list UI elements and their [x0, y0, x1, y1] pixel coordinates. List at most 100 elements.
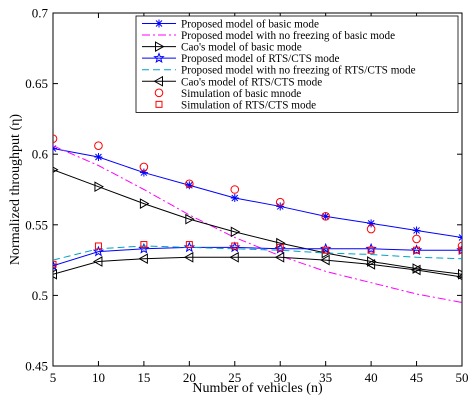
y-tick-label: 0.45 [25, 359, 48, 374]
data-point [275, 197, 285, 207]
data-point [229, 251, 239, 263]
data-point [53, 268, 57, 280]
series-6 [53, 251, 462, 281]
data-point [185, 179, 194, 189]
legend-entry: Cao's model of RTS/CTS mode [142, 75, 322, 88]
series-5 [53, 245, 462, 261]
data-point [230, 226, 241, 238]
legend-swatch-marker [154, 88, 164, 98]
data-point [458, 268, 462, 280]
data-point [320, 254, 330, 266]
legend-label: Proposed model of basic mode [181, 19, 319, 31]
legend-entry: Proposed model of basic mode [142, 19, 319, 31]
series-line [53, 145, 462, 303]
data-point [411, 264, 421, 276]
data-point [231, 242, 239, 250]
data-point [367, 256, 377, 267]
x-tick-label: 45 [410, 370, 423, 385]
data-point [138, 253, 148, 265]
series-2 [53, 145, 462, 303]
data-point [321, 212, 330, 221]
data-point [365, 258, 376, 270]
legend-swatch-marker [155, 41, 165, 52]
data-point [92, 245, 105, 257]
data-point [185, 213, 195, 225]
data-point [458, 233, 462, 242]
legend-swatch-marker [153, 52, 165, 63]
ticks-layer: 5 10 15 20 25 30 35 40 45 50 0.45 0.5 0.55 0.6 0.65 0.7 [25, 6, 468, 386]
series-line [53, 148, 462, 239]
data-point [139, 162, 149, 172]
legend-box [135, 15, 459, 113]
legend-entry: Proposed model with no freezing of basic… [142, 30, 395, 42]
data-point [94, 141, 103, 151]
data-point [413, 246, 421, 254]
legend-entry: Simulation of basic mnode [154, 88, 301, 100]
y-tick-label: 0.5 [32, 288, 48, 303]
data-point [456, 273, 462, 281]
series-8 [53, 241, 462, 268]
data-point [53, 260, 57, 268]
data-point [412, 226, 421, 235]
series-line [53, 256, 462, 278]
data-point [94, 242, 102, 250]
legend-label: Cao's model of basic mode [181, 42, 302, 54]
series-line [53, 246, 462, 267]
data-point [457, 241, 462, 251]
x-axis-label: Number of vehicles (n) [192, 381, 323, 396]
data-point [183, 251, 194, 263]
data-point [230, 193, 239, 202]
x-tick-label: 5 [50, 370, 57, 385]
data-point [230, 185, 240, 194]
x-tick-label: 20 [183, 370, 196, 385]
data-point [92, 256, 103, 267]
plot-area-frame [52, 12, 463, 367]
legend-swatch-marker [155, 100, 163, 108]
series-line [53, 245, 462, 261]
data-point [53, 134, 58, 143]
legend-label: Proposed model with no freezing of RTS/C… [181, 65, 416, 77]
data-point [139, 198, 150, 209]
x-tick-label: 35 [319, 370, 332, 385]
legend-label: Cao's model of RTS/CTS mode [181, 76, 322, 88]
legend-label: Simulation of basic mnode [181, 88, 301, 100]
legend-label: Proposed model of RTS/CTS mode [181, 53, 339, 65]
data-point [412, 234, 421, 244]
legend-label: Proposed model with no freezing of basic… [181, 30, 395, 42]
data-point [94, 181, 104, 193]
x-tick-label: 50 [456, 370, 469, 385]
y-tick-label: 0.6 [32, 147, 49, 162]
data-point [412, 263, 423, 274]
data-point [366, 224, 376, 234]
data-point [94, 153, 103, 162]
data-point [140, 241, 148, 249]
y-tick-label: 0.7 [32, 6, 49, 21]
data-point [321, 212, 330, 221]
legend-label: Simulation of RTS/CTS mode [181, 99, 316, 111]
x-tick-label: 10 [92, 370, 105, 385]
y-axis-label: Normalized throughput (η) [8, 114, 23, 266]
x-tick-label: 15 [137, 370, 150, 385]
data-point [276, 243, 284, 251]
series-line [53, 169, 462, 275]
legend-entry: Simulation of RTS/CTS mode [155, 99, 316, 111]
legend-swatch-marker [155, 19, 163, 28]
x-tick-label: 30 [274, 370, 287, 385]
legend-swatch-marker [153, 75, 163, 87]
series-3 [53, 166, 462, 280]
data-point [322, 246, 330, 254]
x-tick-label: 40 [365, 370, 378, 385]
series-7 [53, 134, 462, 251]
legend-entry: Proposed model of RTS/CTS mode [142, 52, 339, 65]
data-point [367, 246, 375, 254]
x-tick-label: 25 [228, 370, 241, 385]
series-layer [53, 134, 462, 303]
series-1 [53, 144, 462, 242]
y-tick-label: 0.55 [25, 217, 48, 232]
data-point [458, 246, 462, 254]
data-point [185, 241, 193, 249]
legend-entry: Cao's model of basic mode [142, 41, 302, 54]
data-point [274, 251, 285, 263]
